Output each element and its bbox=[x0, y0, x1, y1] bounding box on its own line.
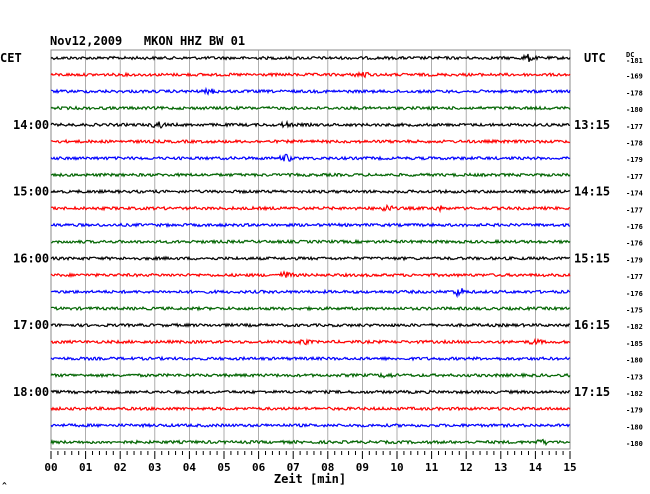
utc-time-label: 16:15 bbox=[574, 318, 610, 332]
dc-offset-value: -180 bbox=[626, 440, 643, 448]
x-tick-label: 10 bbox=[390, 461, 403, 474]
dc-offset-value: -180 bbox=[626, 357, 643, 365]
x-tick-label: 15 bbox=[563, 461, 576, 474]
x-tick-label: 03 bbox=[148, 461, 161, 474]
dc-label: DC bbox=[626, 51, 634, 59]
trace-line bbox=[50, 153, 571, 162]
dc-offset-value: -182 bbox=[626, 323, 643, 331]
chart-title: Nov12,2009 MKON HHZ BW 01 bbox=[50, 34, 245, 48]
trace-line bbox=[50, 355, 571, 362]
trace-line bbox=[50, 255, 571, 262]
dc-offset-value: -178 bbox=[626, 140, 643, 148]
dc-offset-value: -178 bbox=[626, 89, 643, 97]
trace-line bbox=[50, 389, 571, 395]
x-tick-label: 09 bbox=[356, 461, 369, 474]
utc-time-label: 17:15 bbox=[574, 385, 610, 399]
dc-offset-value: -177 bbox=[626, 273, 643, 281]
trace-line bbox=[51, 86, 571, 96]
trace-line bbox=[50, 222, 571, 228]
x-tick-label: 11 bbox=[425, 461, 439, 474]
cet-time-label: 18:00 bbox=[13, 385, 49, 399]
dc-offset-value: -185 bbox=[626, 340, 643, 348]
trace-line bbox=[50, 405, 571, 412]
x-axis-label: Zeit [min] bbox=[274, 472, 346, 486]
cet-time-label: 16:00 bbox=[13, 251, 49, 265]
trace-line bbox=[50, 203, 571, 214]
dc-offset-value: -177 bbox=[626, 173, 643, 181]
trace-line bbox=[50, 105, 571, 111]
trace-line bbox=[50, 238, 571, 245]
trace-line bbox=[50, 305, 571, 312]
trace-line bbox=[50, 53, 571, 63]
dc-offset-value: -180 bbox=[626, 423, 643, 431]
x-tick-label: 13 bbox=[494, 461, 507, 474]
dc-offset-value: -177 bbox=[626, 123, 643, 131]
cet-time-label: 15:00 bbox=[13, 185, 49, 199]
dc-offset-value: -174 bbox=[626, 190, 643, 198]
dc-offset-value: -173 bbox=[626, 373, 643, 381]
utc-time-label: 14:15 bbox=[574, 185, 610, 199]
cet-time-label: 17:00 bbox=[13, 318, 49, 332]
dc-offset-value: -180 bbox=[626, 106, 643, 114]
x-tick-label: 14 bbox=[529, 461, 543, 474]
trace-line bbox=[50, 70, 571, 79]
seismogram-traces bbox=[50, 53, 571, 447]
x-tick-label: 08 bbox=[321, 461, 334, 474]
utc-label: UTC bbox=[584, 51, 606, 65]
x-tick-label: 04 bbox=[183, 461, 197, 474]
dc-offset-value: -176 bbox=[626, 290, 643, 298]
x-tick-label: 00 bbox=[44, 461, 57, 474]
trace-line bbox=[50, 337, 571, 346]
dc-offset-value: -176 bbox=[626, 223, 643, 231]
time-labels: 14:00 15:00 16:00 17:00 18:00 13:15 14:15 15:15… bbox=[13, 57, 643, 448]
trace-line bbox=[50, 371, 571, 379]
dc-offset-value: -175 bbox=[626, 307, 643, 315]
dc-offset-value: -179 bbox=[626, 256, 643, 264]
cet-label: CET bbox=[0, 51, 22, 65]
utc-time-label: 13:15 bbox=[574, 118, 610, 132]
trace-line bbox=[50, 422, 571, 429]
dc-offset-value: -176 bbox=[626, 240, 643, 248]
dc-offset-value: -179 bbox=[626, 156, 643, 164]
trace-line bbox=[50, 438, 571, 447]
cet-time-label: 14:00 bbox=[13, 118, 49, 132]
trace-line bbox=[50, 288, 571, 299]
trace-line bbox=[50, 172, 571, 178]
dc-offset-value: -181 bbox=[626, 57, 643, 65]
x-tick-label: 06 bbox=[252, 461, 266, 474]
dc-offset-value: -179 bbox=[626, 407, 643, 415]
trace-line bbox=[50, 138, 571, 145]
trace-line bbox=[50, 322, 571, 329]
dc-offset-value: -177 bbox=[626, 206, 643, 214]
x-tick-label: 01 bbox=[79, 461, 93, 474]
trace-line bbox=[50, 188, 571, 195]
trace-line bbox=[50, 270, 571, 279]
x-tick-label: 02 bbox=[114, 461, 127, 474]
utc-time-label: 15:15 bbox=[574, 251, 610, 265]
dc-offset-value: -169 bbox=[626, 73, 643, 81]
dc-offset-value: -182 bbox=[626, 390, 643, 398]
grid-lines bbox=[50, 49, 571, 450]
x-tick-label: 07 bbox=[287, 461, 300, 474]
x-tick-label: 05 bbox=[217, 461, 230, 474]
trace-line bbox=[50, 119, 570, 129]
x-tick-label: 12 bbox=[460, 461, 473, 474]
plot-frame bbox=[50, 49, 571, 450]
corner-mark: ^ bbox=[2, 481, 7, 490]
x-axis: 00 01 02 03 04 05 06 07 08 09 10 11 12 13 14 15 bbox=[44, 451, 577, 474]
